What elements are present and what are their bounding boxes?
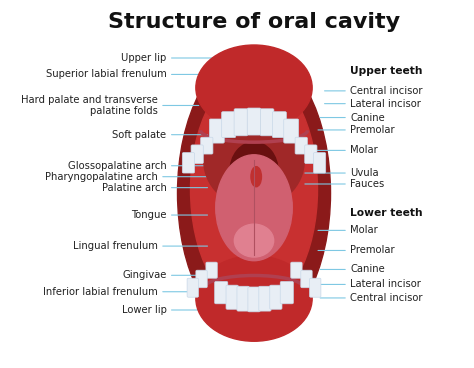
Text: Lateral incisor: Lateral incisor [350, 99, 421, 109]
FancyBboxPatch shape [247, 108, 261, 135]
FancyBboxPatch shape [234, 109, 248, 136]
Ellipse shape [234, 224, 273, 257]
Ellipse shape [204, 113, 304, 208]
FancyBboxPatch shape [280, 282, 293, 304]
FancyBboxPatch shape [284, 119, 299, 143]
Text: Central incisor: Central incisor [350, 86, 423, 96]
Ellipse shape [196, 45, 312, 131]
FancyBboxPatch shape [210, 119, 224, 143]
Text: Canine: Canine [350, 265, 385, 275]
FancyBboxPatch shape [260, 109, 274, 136]
Text: Premolar: Premolar [350, 245, 395, 255]
Text: Lateral incisor: Lateral incisor [350, 279, 421, 290]
Text: Premolar: Premolar [350, 125, 395, 135]
FancyBboxPatch shape [301, 270, 312, 288]
Text: Pharyngopalatine arch: Pharyngopalatine arch [45, 172, 158, 182]
Text: Superior labial frenulum: Superior labial frenulum [46, 70, 166, 79]
Ellipse shape [251, 167, 262, 187]
FancyBboxPatch shape [305, 145, 317, 163]
Ellipse shape [216, 155, 292, 261]
Text: Lower lip: Lower lip [122, 305, 166, 315]
Text: Lingual frenulum: Lingual frenulum [73, 241, 158, 251]
Text: Uvula: Uvula [350, 168, 379, 178]
Text: Molar: Molar [350, 145, 378, 155]
Ellipse shape [230, 142, 278, 201]
Text: Glossopalatine arch: Glossopalatine arch [68, 161, 166, 171]
FancyBboxPatch shape [196, 270, 207, 288]
FancyBboxPatch shape [187, 278, 199, 297]
FancyBboxPatch shape [273, 112, 286, 138]
FancyBboxPatch shape [237, 286, 249, 311]
FancyBboxPatch shape [215, 282, 228, 304]
Text: Lower teeth: Lower teeth [350, 208, 423, 218]
Text: Canine: Canine [350, 113, 385, 123]
FancyBboxPatch shape [182, 153, 194, 173]
Ellipse shape [196, 256, 312, 341]
FancyBboxPatch shape [191, 145, 203, 163]
FancyBboxPatch shape [270, 285, 282, 309]
FancyBboxPatch shape [222, 112, 236, 138]
Text: Fauces: Fauces [350, 179, 384, 189]
Ellipse shape [177, 51, 330, 336]
Text: Central incisor: Central incisor [350, 293, 423, 303]
Text: Tongue: Tongue [131, 210, 166, 220]
Text: Molar: Molar [350, 225, 378, 236]
Text: Gingivae: Gingivae [122, 270, 166, 280]
Text: Structure of oral cavity: Structure of oral cavity [108, 13, 400, 32]
FancyBboxPatch shape [259, 286, 271, 311]
FancyBboxPatch shape [313, 153, 326, 173]
FancyBboxPatch shape [295, 137, 307, 154]
Ellipse shape [191, 71, 318, 308]
FancyBboxPatch shape [206, 262, 217, 278]
FancyBboxPatch shape [201, 137, 213, 154]
Text: Inferior labial frenulum: Inferior labial frenulum [43, 287, 158, 297]
Text: Hard palate and transverse
palatine folds: Hard palate and transverse palatine fold… [21, 95, 158, 116]
FancyBboxPatch shape [310, 278, 321, 297]
Text: Upper lip: Upper lip [121, 53, 166, 63]
Text: Palatine arch: Palatine arch [102, 183, 166, 193]
Text: Upper teeth: Upper teeth [350, 66, 423, 76]
FancyBboxPatch shape [248, 287, 260, 312]
FancyBboxPatch shape [291, 262, 302, 278]
Text: Soft palate: Soft palate [112, 130, 166, 140]
FancyBboxPatch shape [226, 285, 238, 309]
